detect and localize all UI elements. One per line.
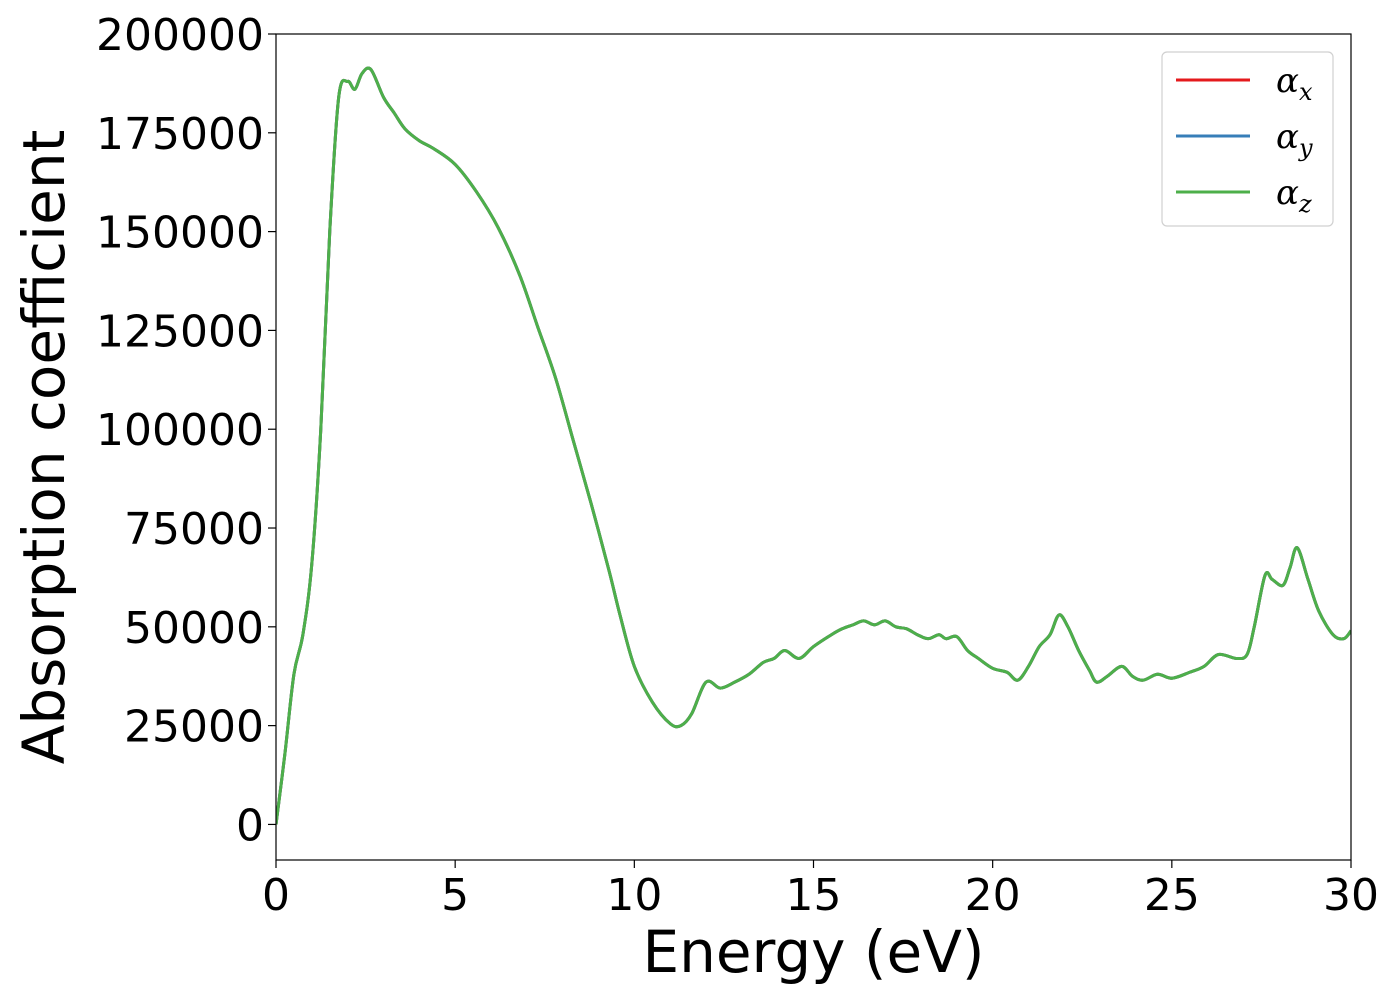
- legend-label: αx: [1276, 61, 1313, 106]
- x-tick-label: 10: [606, 870, 662, 921]
- y-tick-label: 150000: [96, 208, 264, 259]
- x-tick-label: 5: [441, 870, 469, 921]
- x-tick-label: 25: [1144, 870, 1200, 921]
- y-tick-label: 75000: [124, 504, 264, 555]
- y-tick-label: 100000: [96, 405, 264, 456]
- x-tick-label: 30: [1323, 870, 1379, 921]
- y-tick-label: 200000: [96, 10, 264, 61]
- x-axis-title: Energy (eV): [642, 918, 984, 986]
- x-axis-ticks: 0 5 10 15 20 25 30: [262, 860, 1379, 921]
- y-tick-label: 175000: [96, 109, 264, 160]
- x-tick-label: 15: [786, 870, 842, 921]
- legend: αx αy αz: [1161, 51, 1334, 227]
- y-tick-label: 0: [236, 800, 264, 851]
- legend-label: αy: [1276, 117, 1313, 162]
- series-layer: [276, 66, 1351, 825]
- legend-label: αz: [1276, 173, 1312, 218]
- y-tick-label: 25000: [124, 702, 264, 753]
- x-tick-label: 0: [262, 870, 290, 921]
- y-axis-title: Absorption coefficient: [10, 130, 78, 765]
- series-line-z: [276, 66, 1351, 825]
- x-tick-label: 20: [965, 870, 1021, 921]
- y-axis-ticks: 0 25000 50000 75000 100000 125000 150000 175000…: [96, 10, 276, 851]
- y-tick-label: 125000: [96, 306, 264, 357]
- legend-box: [1161, 51, 1334, 227]
- y-tick-label: 50000: [124, 603, 264, 654]
